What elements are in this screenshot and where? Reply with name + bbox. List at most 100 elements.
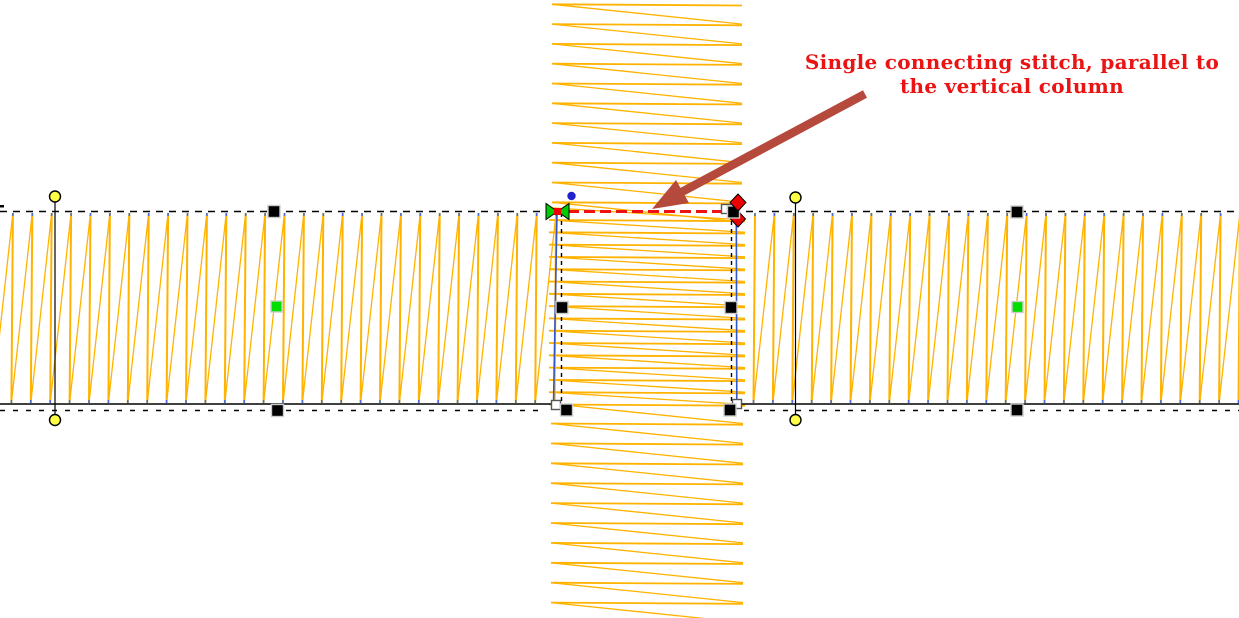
stitch bbox=[548, 305, 746, 320]
stitch bbox=[550, 542, 744, 545]
stitch bbox=[30, 212, 53, 404]
stitch bbox=[550, 462, 744, 466]
selection-handle-black[interactable] bbox=[559, 403, 574, 417]
start-point-marker[interactable] bbox=[556, 202, 570, 221]
stitch bbox=[1004, 212, 1009, 404]
stitch bbox=[204, 212, 227, 404]
annotation-line-2: the vertical column bbox=[900, 74, 1124, 98]
stitch bbox=[550, 482, 744, 486]
stitch bbox=[550, 522, 744, 526]
arrow-shaft bbox=[675, 90, 868, 198]
stitch bbox=[550, 502, 744, 524]
stitch bbox=[127, 212, 150, 404]
column-node-marker[interactable] bbox=[789, 413, 802, 427]
stitch bbox=[548, 403, 746, 407]
stitch bbox=[1043, 212, 1047, 404]
selection-handle-black[interactable] bbox=[723, 403, 737, 417]
stitch bbox=[88, 212, 92, 404]
stitch bbox=[830, 212, 834, 404]
start-point-marker[interactable] bbox=[545, 202, 559, 221]
stitch bbox=[550, 561, 744, 565]
stitch bbox=[888, 212, 892, 404]
end-point-marker[interactable] bbox=[729, 193, 747, 212]
stitch bbox=[165, 212, 189, 404]
selection-handle-black[interactable] bbox=[1010, 403, 1024, 417]
stitch bbox=[548, 219, 746, 233]
selection-handle-black[interactable] bbox=[1010, 205, 1024, 219]
stitch bbox=[340, 212, 344, 404]
left-band-stitches[interactable] bbox=[0, 212, 558, 404]
stitch bbox=[185, 212, 208, 404]
stitch bbox=[946, 212, 950, 404]
top-column-stitches[interactable] bbox=[551, 3, 743, 223]
stitch bbox=[107, 212, 130, 404]
stitch bbox=[965, 212, 970, 404]
stitch bbox=[966, 212, 989, 404]
stitch bbox=[1179, 212, 1183, 404]
stitch bbox=[495, 212, 499, 404]
column-node-marker[interactable] bbox=[789, 191, 802, 204]
stitch bbox=[379, 212, 383, 404]
resize-handle-white[interactable] bbox=[550, 399, 562, 411]
stitch bbox=[551, 43, 743, 46]
object-center-handle[interactable] bbox=[270, 300, 283, 313]
stitch bbox=[752, 212, 756, 404]
stitch bbox=[301, 212, 324, 404]
stitch bbox=[534, 212, 538, 404]
stitch bbox=[49, 212, 53, 404]
stitch bbox=[811, 212, 834, 404]
stitch bbox=[49, 212, 72, 404]
stitch bbox=[830, 212, 853, 404]
selection-handle-black[interactable] bbox=[270, 403, 285, 418]
stitch bbox=[550, 442, 744, 446]
stitch bbox=[437, 212, 460, 404]
selection-handle-black[interactable] bbox=[724, 300, 738, 315]
stitch bbox=[551, 3, 743, 25]
stitch bbox=[515, 212, 538, 404]
stitch bbox=[550, 601, 744, 605]
column-node-marker[interactable] bbox=[48, 413, 62, 427]
stitch bbox=[550, 422, 744, 445]
stitch bbox=[321, 212, 344, 404]
stitch bbox=[1024, 212, 1047, 404]
selection-handle-black[interactable] bbox=[555, 300, 569, 315]
stitch bbox=[1102, 212, 1125, 404]
stitch bbox=[548, 219, 746, 223]
stitch bbox=[550, 422, 744, 426]
stitch bbox=[548, 305, 746, 309]
right-band-stitches[interactable] bbox=[752, 212, 1239, 404]
object-center-handle[interactable] bbox=[1011, 300, 1024, 314]
stitch bbox=[550, 502, 744, 506]
stitch bbox=[0, 212, 14, 337]
stitch bbox=[68, 212, 92, 404]
stitch bbox=[548, 231, 746, 235]
stitch bbox=[437, 212, 441, 404]
selection-handle-black[interactable] bbox=[267, 204, 281, 219]
stitch bbox=[868, 212, 873, 404]
stitch bbox=[204, 212, 208, 404]
stitch bbox=[1082, 212, 1086, 404]
stitch bbox=[551, 3, 743, 7]
stitch bbox=[1082, 212, 1105, 404]
stitch bbox=[869, 212, 892, 404]
stitch bbox=[551, 62, 743, 66]
direction-point-marker[interactable] bbox=[567, 191, 576, 201]
stitch bbox=[548, 268, 746, 283]
stitch bbox=[548, 354, 746, 369]
stitch bbox=[223, 212, 228, 404]
crossing-column-stitches[interactable] bbox=[548, 207, 746, 407]
stitch bbox=[548, 342, 746, 356]
stitch bbox=[185, 212, 189, 404]
column-node-marker[interactable] bbox=[48, 190, 62, 203]
stitch bbox=[1121, 212, 1144, 404]
stitch bbox=[262, 212, 267, 404]
stitch bbox=[1160, 212, 1183, 404]
stitch bbox=[927, 212, 950, 404]
stitch bbox=[548, 243, 746, 258]
stitch bbox=[548, 268, 746, 272]
start-point-center[interactable] bbox=[554, 208, 561, 215]
bottom-column-stitches[interactable] bbox=[550, 402, 744, 618]
stitch bbox=[551, 201, 743, 205]
